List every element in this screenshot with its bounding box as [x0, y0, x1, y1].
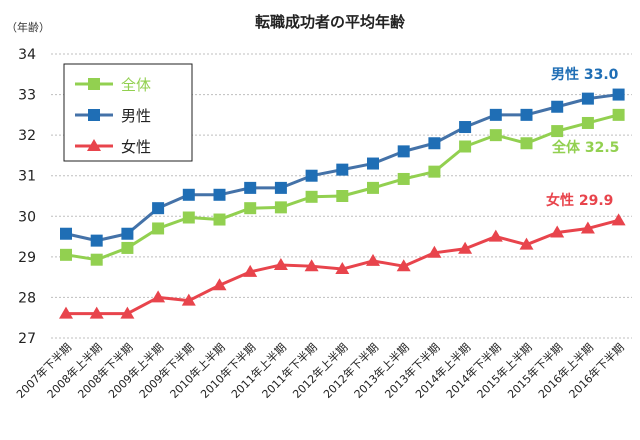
data-point: [397, 145, 410, 158]
series-end-label: 女性 29.9: [546, 192, 613, 209]
y-tick-label: 30: [18, 209, 36, 225]
data-point: [89, 306, 104, 319]
data-point: [520, 108, 533, 121]
legend-label: 全体: [121, 76, 151, 94]
data-point: [304, 259, 319, 272]
legend-swatch-marker: [88, 109, 100, 121]
y-tick-label: 28: [18, 290, 36, 306]
data-point: [459, 121, 472, 134]
y-axis-ticks: 27 28 29 30 31 32 33 34: [18, 47, 36, 347]
chart-title: 転職成功者の平均年齢: [255, 13, 406, 31]
data-point: [551, 125, 564, 138]
data-point: [213, 188, 226, 201]
legend-swatch-marker: [88, 78, 100, 90]
data-point: [121, 241, 134, 254]
data-point: [458, 241, 473, 254]
data-point: [212, 278, 227, 291]
end-labels: 全体 32.5 男性 33.0 女性 29.9: [546, 66, 619, 209]
data-point: [581, 92, 594, 105]
data-point: [427, 245, 442, 258]
data-point: [612, 108, 625, 121]
y-tick-label: 34: [18, 47, 36, 63]
data-point: [121, 227, 134, 240]
data-point: [396, 259, 411, 272]
data-point: [274, 201, 287, 214]
data-point: [90, 234, 103, 247]
data-point: [59, 306, 73, 319]
legend-swatch-marker: [87, 139, 101, 151]
data-point: [489, 108, 502, 121]
data-point: [550, 225, 565, 238]
data-point: [152, 222, 165, 235]
data-point: [489, 129, 502, 142]
data-point: [90, 253, 103, 266]
series-end-label: 男性 33.0: [551, 66, 619, 83]
data-point: [520, 137, 533, 150]
data-point: [336, 190, 349, 202]
data-point: [488, 229, 503, 242]
y-axis-label: （年齢）: [6, 20, 50, 34]
data-point: [274, 181, 287, 194]
data-point: [182, 188, 195, 201]
y-tick-label: 33: [18, 88, 36, 104]
data-point: [273, 257, 288, 270]
data-point: [397, 172, 410, 185]
data-point: [181, 293, 196, 306]
data-point: [459, 140, 472, 153]
legend-label: 男性: [121, 107, 151, 125]
data-point: [428, 137, 441, 150]
data-point: [243, 264, 258, 277]
data-point: [367, 181, 379, 194]
data-point: [336, 163, 349, 176]
data-point: [151, 290, 166, 303]
y-tick-label: 31: [18, 169, 36, 185]
data-point: [611, 213, 626, 226]
data-point: [366, 253, 380, 266]
data-point: [305, 190, 318, 203]
series-end-label: 全体 32.5: [551, 139, 619, 156]
y-tick-label: 27: [18, 331, 36, 347]
data-point: [305, 169, 318, 182]
data-point: [519, 237, 534, 250]
data-point: [182, 211, 195, 224]
data-point: [60, 227, 72, 240]
data-point: [580, 221, 595, 234]
y-tick-label: 32: [18, 128, 36, 144]
data-point: [428, 165, 441, 178]
series-group: [59, 88, 626, 319]
data-point: [367, 157, 379, 170]
legend-label: 女性: [121, 138, 151, 156]
data-point: [244, 181, 257, 194]
data-point: [244, 202, 257, 215]
data-point: [612, 88, 625, 101]
data-point: [120, 306, 135, 319]
data-point: [335, 262, 350, 275]
data-point: [152, 202, 165, 215]
y-tick-label: 29: [18, 250, 36, 266]
x-axis-ticks: 2007年下半期2008年上半期2008年下半期2009年上半期2009年下半期…: [13, 340, 626, 401]
data-point: [60, 248, 72, 261]
data-point: [213, 213, 226, 226]
data-point: [551, 100, 564, 113]
data-point: [581, 116, 594, 129]
